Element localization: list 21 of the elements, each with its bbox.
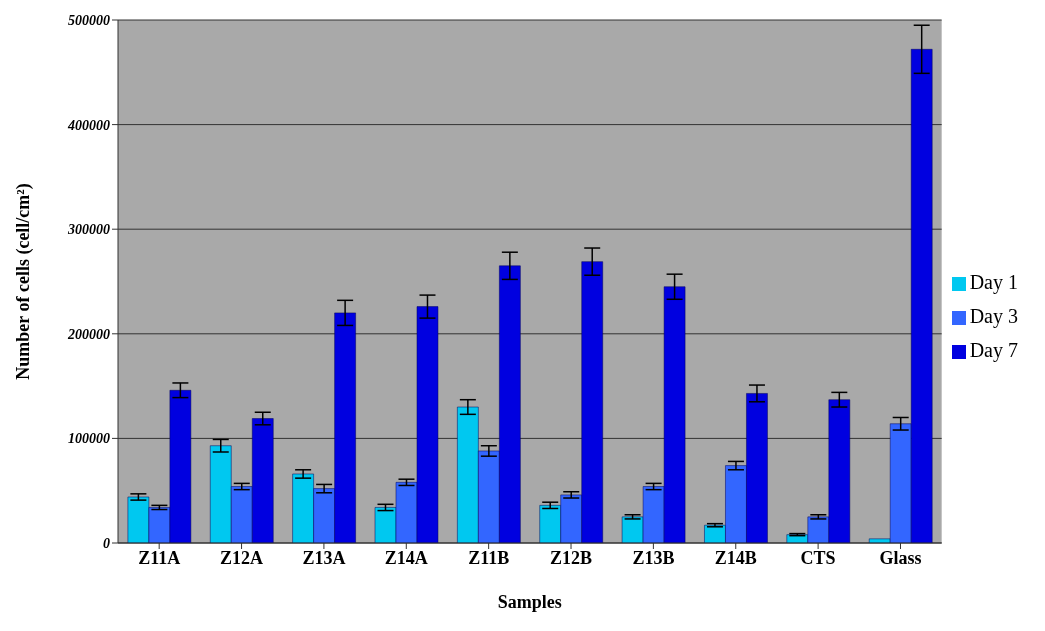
y-tick-label: 100000 — [68, 431, 110, 447]
y-tick-label: 500000 — [68, 12, 110, 28]
legend-label: Day 3 — [969, 304, 1018, 327]
x-tick-label: Z13B — [632, 547, 675, 568]
x-tick-label: Glass — [879, 547, 922, 568]
x-tick-label: Z14A — [384, 547, 428, 568]
x-tick-label: Z12A — [220, 547, 264, 568]
y-tick-label: 300000 — [67, 222, 110, 238]
x-tick-label: Z11B — [468, 547, 510, 568]
x-tick-label: CTS — [800, 547, 836, 568]
x-tick-label: Z11A — [138, 547, 181, 568]
x-axis-title: Samples — [497, 592, 562, 612]
y-tick-label: 400000 — [67, 117, 110, 133]
x-tick-label: Z12B — [550, 547, 593, 568]
x-tick-label: Z14B — [714, 547, 757, 568]
y-axis-title: Number of cells (cell/cm²) — [13, 183, 35, 380]
legend-label: Day 7 — [969, 338, 1018, 361]
x-tick-label: Z13A — [302, 547, 346, 568]
legend-label: Day 1 — [969, 270, 1018, 293]
y-tick-label: 0 — [103, 535, 110, 551]
y-tick-label: 200000 — [67, 326, 110, 342]
